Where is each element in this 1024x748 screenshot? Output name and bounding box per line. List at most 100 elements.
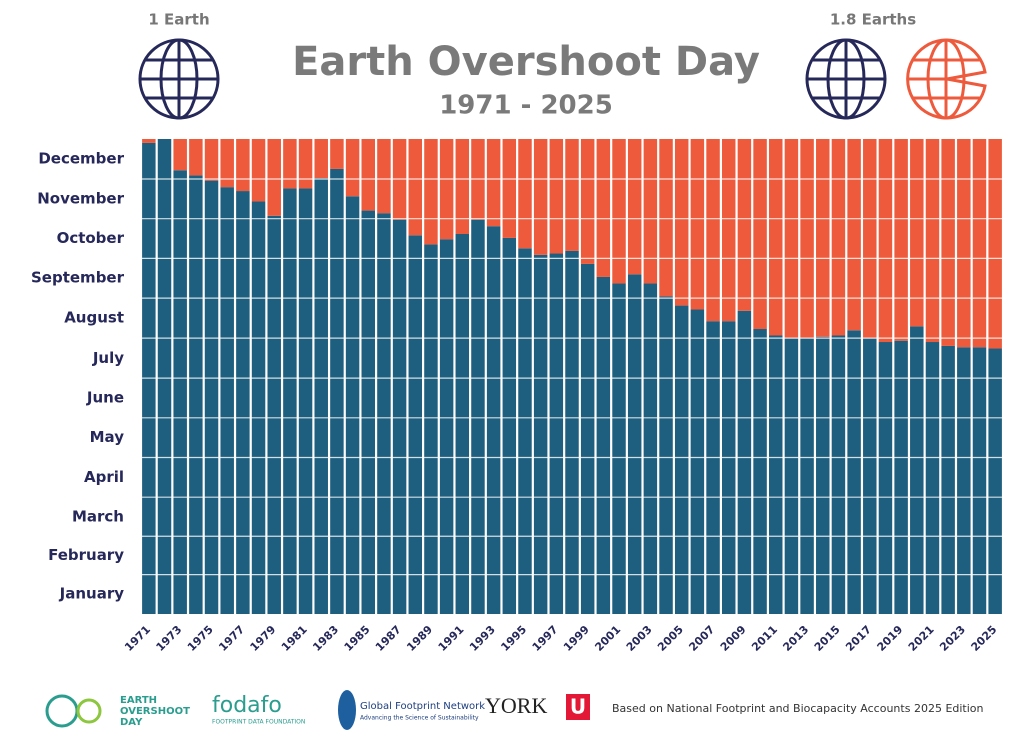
bar-segment xyxy=(251,201,266,614)
bar-segment xyxy=(721,321,736,614)
bar-segment xyxy=(988,139,1002,349)
bar-segment xyxy=(361,139,375,211)
bar-segment xyxy=(173,170,187,614)
bar-segment xyxy=(173,139,187,171)
bar-segment xyxy=(424,139,438,245)
bar-segment xyxy=(988,348,1002,614)
bar-segment xyxy=(878,139,893,343)
bar-segment xyxy=(894,340,908,614)
y-tick-label: November xyxy=(37,189,124,207)
y-tick-label: September xyxy=(31,269,125,287)
logo-footprint xyxy=(338,690,356,730)
x-tick-label: 1999 xyxy=(561,623,592,654)
x-tick-label: 1977 xyxy=(216,623,247,654)
bar-segment xyxy=(580,263,595,614)
bar-segment xyxy=(236,139,250,192)
bar-segment xyxy=(721,139,736,322)
bar-segment xyxy=(863,139,877,339)
x-tick-label: 2015 xyxy=(812,623,843,654)
bar-segment xyxy=(298,139,313,189)
bar-segment xyxy=(706,321,720,614)
logo-text: Advancing the Science of Sustainability xyxy=(360,715,479,722)
logo-box xyxy=(566,694,590,720)
bar-segment xyxy=(690,309,705,614)
bar-segment xyxy=(533,254,548,615)
bar-segment xyxy=(189,175,203,614)
logo-text: FOOTPRINT DATA FOUNDATION xyxy=(212,719,305,726)
y-tick-label: January xyxy=(59,584,125,602)
bar-segment xyxy=(659,296,673,614)
bar-segment xyxy=(957,347,971,614)
bar-segment xyxy=(706,139,720,322)
bar-segment xyxy=(392,219,407,614)
bar-segment xyxy=(314,139,328,179)
bar-segment xyxy=(612,283,626,614)
bar-segment xyxy=(659,139,673,297)
bar-segment xyxy=(204,139,219,181)
bar-segment xyxy=(408,139,423,236)
partial-globe-icon xyxy=(906,38,987,120)
bar-segment xyxy=(486,226,501,615)
bar-segment xyxy=(753,139,767,329)
x-tick-label: 1971 xyxy=(122,623,153,654)
x-tick-label: 2001 xyxy=(592,623,623,654)
globe-icon xyxy=(805,38,887,120)
annotation: 1 Earth xyxy=(148,11,209,29)
bar-segment xyxy=(345,196,360,615)
plot: 1971 1973 1975 1977 1979 1981 1983 1985 1987 1989… xyxy=(31,139,1003,654)
bar-segment xyxy=(972,139,987,348)
bar-segment xyxy=(784,139,799,339)
y-tick-label: July xyxy=(92,349,124,367)
bar-segment xyxy=(925,139,940,343)
x-tick-label: 1983 xyxy=(310,623,341,654)
x-tick-label: 2011 xyxy=(749,623,780,654)
bar-segment xyxy=(157,139,172,614)
x-tick-label: 2009 xyxy=(718,623,749,654)
logo-text: fodafo xyxy=(212,693,282,718)
bar-segment xyxy=(408,235,423,614)
bar-segment xyxy=(643,283,658,614)
bar-segment xyxy=(847,139,861,331)
x-tick-label: 2013 xyxy=(780,623,811,654)
x-tick-label: 1991 xyxy=(436,623,467,654)
bar-segment xyxy=(142,139,156,143)
bar-segment xyxy=(737,310,752,614)
bar-segment xyxy=(486,139,501,227)
bar-segment xyxy=(549,139,564,254)
bar-segment xyxy=(565,250,579,615)
bar-segment xyxy=(878,342,893,614)
bar-segment xyxy=(753,329,767,614)
x-tick-label: 1973 xyxy=(154,623,185,654)
y-tick-label: August xyxy=(64,308,124,326)
x-tick-label: 2005 xyxy=(655,623,686,654)
x-tick-label: 2003 xyxy=(624,623,655,654)
bar-segment xyxy=(377,139,391,214)
bar-segment xyxy=(925,342,940,614)
bar-segment xyxy=(549,253,564,614)
bar-segment xyxy=(690,139,705,310)
bar-segment xyxy=(674,139,689,306)
bar-segment xyxy=(471,219,485,614)
logo-text: U xyxy=(570,695,586,719)
bar-segment xyxy=(345,139,360,197)
bar-segment xyxy=(330,139,344,169)
bar-segment xyxy=(831,139,846,336)
bar-segment xyxy=(424,244,438,615)
logo-text: Global Footprint Network xyxy=(360,701,485,712)
bar-segment xyxy=(769,335,783,614)
x-tick-label: 1997 xyxy=(530,623,561,654)
bar-segment xyxy=(816,139,830,337)
bar-segment xyxy=(502,139,517,238)
bar-segment xyxy=(189,139,203,176)
x-tick-label: 1985 xyxy=(342,623,373,654)
bar-segment xyxy=(769,139,783,336)
x-tick-label: 1979 xyxy=(248,623,279,654)
bar-segment xyxy=(831,335,846,614)
bar-segment xyxy=(439,239,454,614)
y-tick-label: December xyxy=(38,150,124,168)
bar-segment xyxy=(941,345,955,614)
bar-segment xyxy=(627,274,642,614)
bar-segment xyxy=(643,139,658,284)
